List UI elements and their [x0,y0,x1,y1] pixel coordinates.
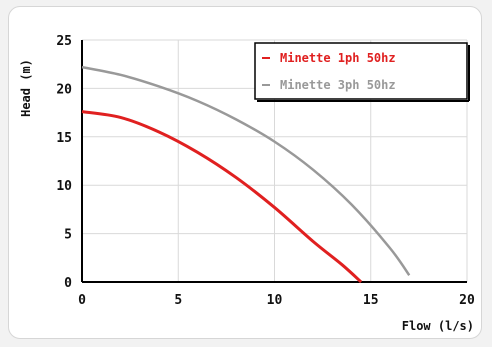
y-tick-label: 25 [56,34,72,49]
series-line-minette-1ph-50hz [81,110,363,284]
x-tick-label: 0 [78,293,86,308]
tick-labels: 0 5 10 15 20 0 5 10 15 20 25 [56,34,475,308]
y-tick-label: 20 [56,82,72,97]
y-tick-label: 0 [64,276,72,291]
y-tick-label: 10 [56,179,72,194]
legend: Minette 1ph 50hz Minette 3ph 50hz [254,42,470,102]
y-axis-title: Head (m) [19,59,33,117]
axes [81,40,467,283]
x-tick-label: 5 [174,293,182,308]
legend-label-1ph: Minette 1ph 50hz [280,51,396,65]
legend-label-3ph: Minette 3ph 50hz [280,78,396,92]
x-tick-label: 10 [267,293,283,308]
y-tick-label: 15 [56,131,72,146]
x-tick-label: 20 [459,293,475,308]
x-tick-label: 15 [363,293,379,308]
series-line-minette-3ph-50hz [81,65,411,276]
series-lines [81,65,411,284]
y-tick-label: 5 [64,228,72,243]
x-axis-title: Flow (l/s) [402,319,474,333]
legend-box [254,42,468,100]
